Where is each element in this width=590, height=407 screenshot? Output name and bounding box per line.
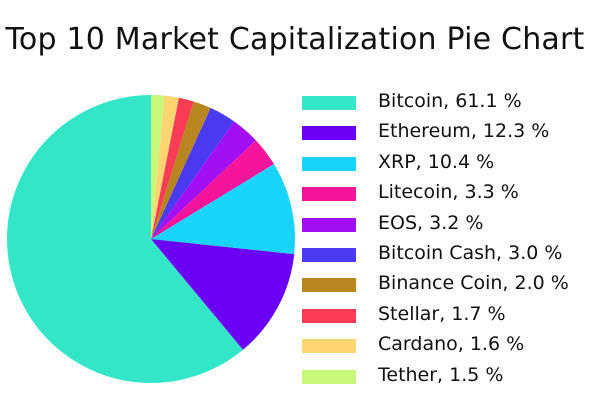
legend-swatch xyxy=(302,156,356,171)
legend-label: Bitcoin, 61.1 % xyxy=(378,90,522,112)
legend-swatch xyxy=(302,278,356,293)
pie-slice-binance-coin xyxy=(151,101,211,239)
legend-item-xrp: XRP, 10.4 % xyxy=(302,151,588,173)
pie-slice-cardano xyxy=(151,95,179,239)
legend-label: Stellar, 1.7 % xyxy=(378,302,506,325)
legend-item-litecoin: Litecoin, 3.3 % xyxy=(302,181,588,203)
pie-slice-stellar xyxy=(151,97,194,239)
legend-item-tether: Tether, 1.5 % xyxy=(302,364,588,386)
legend-label: XRP, 10.4 % xyxy=(378,150,495,173)
legend-item-bitcoin: Bitcoin, 61.1 % xyxy=(302,90,588,112)
legend-item-ethereum: Ethereum, 12.3 % xyxy=(302,120,588,142)
pie-slice-eos xyxy=(151,121,256,239)
legend-swatch xyxy=(302,369,356,384)
legend-swatch xyxy=(302,96,356,110)
legend-item-binance-coin: Binance Coin, 2.0 % xyxy=(302,272,588,294)
legend-label: Ethereum, 12.3 % xyxy=(378,120,550,143)
chart-title: Top 10 Market Capitalization Pie Chart xyxy=(5,22,585,57)
pie-slice-bitcoin-cash xyxy=(151,107,235,239)
pie-slice-bitcoin xyxy=(7,95,244,384)
legend-label: Binance Coin, 2.0 % xyxy=(378,272,569,295)
legend-swatch xyxy=(302,126,356,141)
pie-slice-litecoin xyxy=(151,140,274,239)
legend-item-stellar: Stellar, 1.7 % xyxy=(302,303,588,325)
legend-item-eos: EOS, 3.2 % xyxy=(302,212,588,234)
legend-swatch xyxy=(302,308,356,323)
legend-swatch xyxy=(302,248,356,262)
legend-item-bitcoin-cash: Bitcoin Cash, 3.0 % xyxy=(302,242,588,264)
legend-label: Cardano, 1.6 % xyxy=(378,333,525,356)
legend-swatch xyxy=(302,217,356,232)
legend-label: Tether, 1.5 % xyxy=(378,363,504,386)
pie-slice-tether xyxy=(151,95,165,239)
legend-swatch xyxy=(302,339,356,354)
legend-swatch xyxy=(302,187,356,202)
legend-item-cardano: Cardano, 1.6 % xyxy=(302,333,588,355)
pie-slice-ethereum xyxy=(151,239,295,350)
legend-label: Bitcoin Cash, 3.0 % xyxy=(378,242,563,264)
pie-slices xyxy=(7,95,295,384)
legend-label: Litecoin, 3.3 % xyxy=(378,181,519,204)
legend-label: EOS, 3.2 % xyxy=(378,211,484,234)
pie-slice-xrp xyxy=(151,164,295,255)
